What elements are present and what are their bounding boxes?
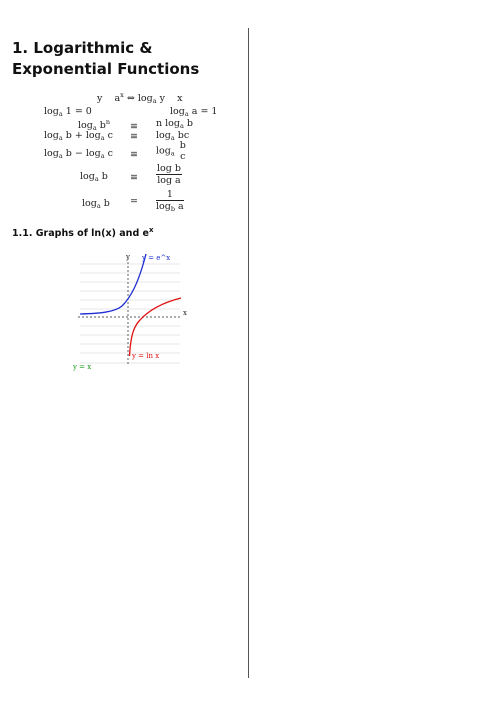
section-title: 1. Logarithmic & Exponential Functions (12, 39, 200, 78)
r3-lhs-rest: b + log (62, 130, 101, 141)
r3-lhs-rest2: c (104, 130, 113, 141)
formula-row-6-op: = (130, 196, 138, 207)
r1-lhs-log: log (44, 106, 59, 117)
def-log-base: a (152, 97, 157, 105)
r1-rhs-rest: a = 1 (188, 106, 218, 117)
ln-exp-graph: y x y = e^x y = ln x y = x (72, 253, 187, 371)
ln-label: y = ln x (131, 352, 159, 360)
def-base: a (114, 93, 121, 104)
formula-row-6-lhs: loga b (82, 198, 110, 210)
formula-row-3-lhs: loga b + loga c (44, 130, 113, 142)
r6-lhs-base: a (96, 202, 101, 210)
r2-lhs-base: a (92, 124, 97, 132)
formula-row-1-rhs: loga a = 1 (170, 106, 217, 118)
r3-rhs-log: log (156, 130, 171, 141)
exp-curve (79, 253, 147, 315)
ln-curve (128, 297, 182, 357)
r4-rhs-num: b (179, 140, 186, 151)
r4-rhs-base: a (170, 149, 175, 158)
subsection-title: 1.1. Graphs of ln(x) and ex (12, 226, 154, 239)
r6-lhs-log: log (82, 198, 97, 209)
r4-lhs-base: a (58, 152, 63, 160)
def-arg: y (159, 93, 165, 104)
subsection-title-sup: x (149, 226, 154, 234)
def-x: x (177, 93, 183, 104)
r6-rhs-num: 1 (156, 189, 184, 201)
formula-row-4-rhs: loga b c (156, 140, 187, 162)
r4-lhs-rest: b − log (62, 148, 101, 159)
r6-lhs-rest: b (100, 198, 110, 209)
r1-lhs-base: a (58, 110, 63, 118)
r3-rhs-base: a (170, 134, 175, 142)
formula-row-3-op: ≡ (130, 131, 138, 142)
subsection-title-text: 1.1. Graphs of ln(x) and e (12, 228, 149, 239)
y-axis-label: y (125, 253, 130, 261)
r1-rhs-log: log (170, 106, 185, 117)
identity-label: y = x (72, 363, 91, 371)
r6-rhs-den-rest: a (175, 201, 184, 212)
formula-row-5-rhs: log b log a (156, 163, 182, 186)
r4-lhs-rest2: c (104, 148, 113, 159)
def-log: log (137, 93, 153, 104)
r5-lhs-base: a (94, 175, 99, 183)
r6-rhs-den-log: log (156, 201, 171, 212)
formula-row-4-op: ≡ (130, 149, 138, 160)
formula-row-2-lhs: loga bn (78, 118, 110, 132)
r5-lhs-rest: b (98, 171, 108, 182)
formula-row-3-rhs: loga bc (156, 130, 189, 142)
r4-rhs-frac: b c (179, 140, 187, 162)
def-exp: x (120, 91, 124, 99)
formula-row-2-rhs: n loga b (156, 118, 193, 130)
formula-row-1-lhs: loga 1 = 0 (44, 106, 92, 118)
r5-lhs-log: log (80, 171, 95, 182)
r4-rhs-den: c (180, 151, 186, 162)
r6-rhs-den-base: b (170, 205, 176, 213)
formula-row-5-lhs: loga b (80, 171, 108, 183)
r5-rhs-num: log b (156, 163, 182, 175)
r5-rhs-den: log a (157, 175, 181, 186)
r6-rhs-frac: 1 logb a (156, 189, 184, 215)
r2-lhs-exp: n (105, 118, 111, 126)
r6-rhs-den: logb a (156, 201, 184, 215)
formula-row-4-lhs: loga b − loga c (44, 148, 113, 160)
r2-rhs-log: n log (156, 118, 180, 129)
r3-lhs-log: log (44, 130, 59, 141)
formula-row-5-op: ≡ (130, 172, 138, 183)
exp-label: y = e^x (141, 254, 170, 262)
r1-lhs-rest: 1 = 0 (62, 106, 92, 117)
x-axis-label: x (183, 309, 187, 317)
def-left: y (97, 93, 103, 104)
formula-definition: y ax ⇔ loga y x (97, 91, 182, 105)
r2-lhs-log: log (78, 120, 93, 131)
grid-lines (80, 263, 180, 364)
formula-row-6-rhs: 1 logb a (156, 189, 184, 215)
r2-rhs-base: a (179, 122, 184, 130)
r4-lhs-base2: a (100, 152, 105, 160)
r3-lhs-base: a (58, 134, 63, 142)
def-arrow: ⇔ (126, 93, 135, 104)
r4-rhs-log: log (156, 145, 171, 157)
r4-lhs-log: log (44, 148, 59, 159)
r1-rhs-base: a (184, 110, 189, 118)
formula-row-2-op: ≡ (130, 121, 138, 132)
r5-rhs-frac: log b log a (156, 163, 182, 186)
r2-lhs-rest: b (96, 120, 106, 131)
r2-rhs-rest: b (183, 118, 193, 129)
r3-lhs-base2: a (100, 134, 105, 142)
r3-rhs-rest: bc (174, 130, 190, 141)
column-divider (248, 28, 249, 678)
